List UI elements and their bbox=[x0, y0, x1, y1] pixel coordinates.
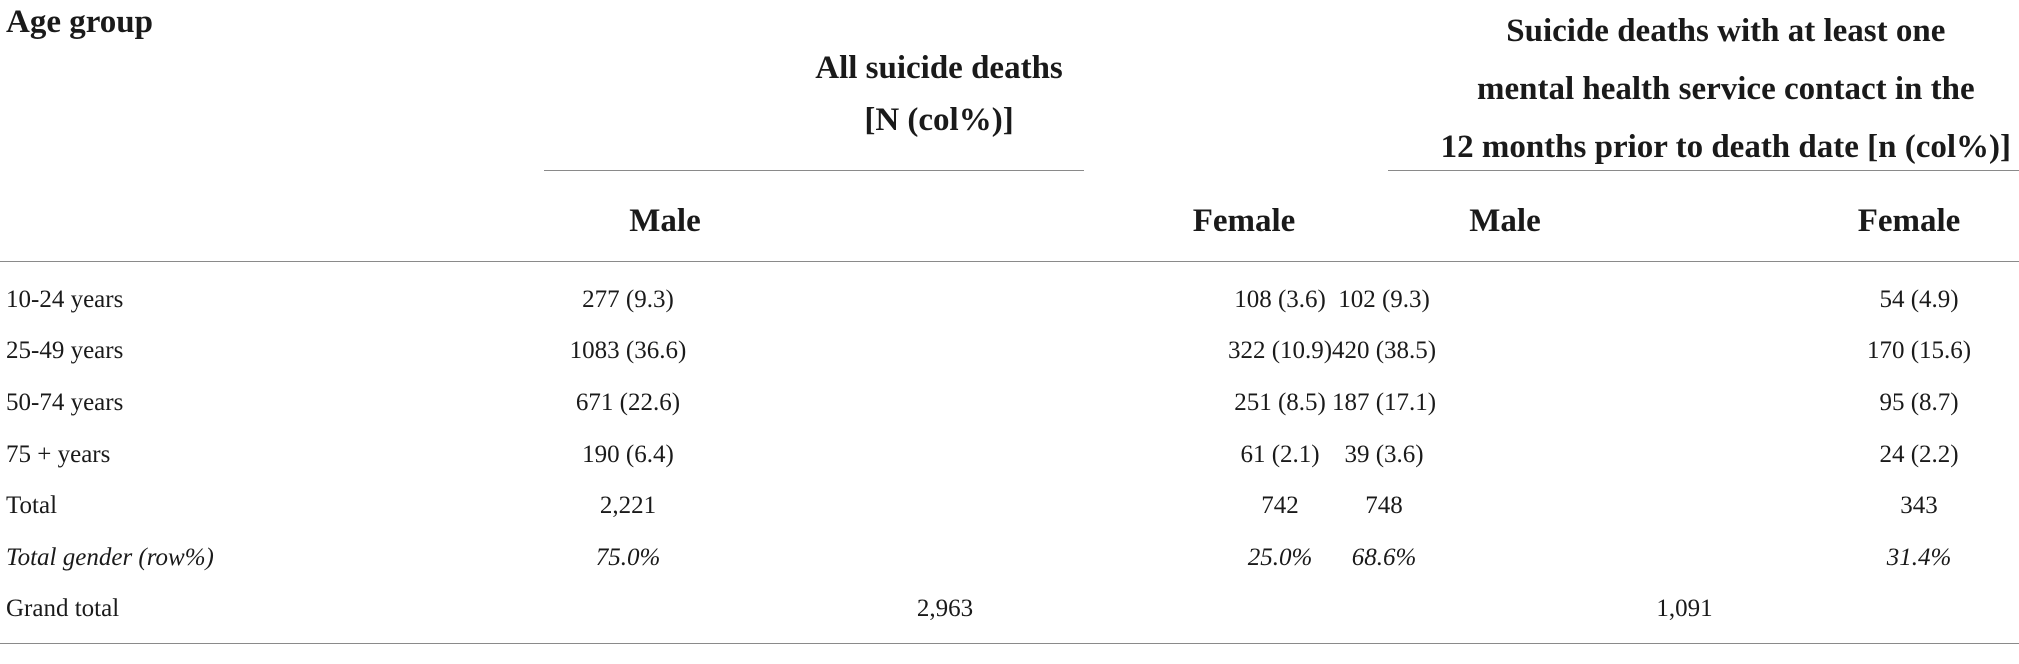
female-header-all-text: Female bbox=[1192, 203, 1296, 239]
cell-value: 277 (9.3) bbox=[582, 285, 674, 313]
cell-male-all: 190 (6.4) bbox=[540, 429, 945, 481]
grand-total-all: 2,963 bbox=[540, 583, 1351, 645]
cell-female-all: 742 bbox=[945, 480, 1350, 532]
cell-male-contact: 68.6% bbox=[1350, 532, 1685, 584]
total-row: Total 2,221 742 748 343 bbox=[0, 480, 2019, 532]
table-row: 10-24 years 277 (9.3) 108 (3.6) 102 (9.3… bbox=[0, 264, 2019, 326]
cell-value: 24 (2.2) bbox=[1879, 440, 1959, 468]
all-suicide-deaths-header: All suicide deaths [N (col%)] bbox=[540, 0, 1350, 179]
cell-value: 251 (8.5) bbox=[1234, 388, 1326, 416]
cell-value: 95 (8.7) bbox=[1879, 388, 1959, 416]
female-header-contact: Female bbox=[1685, 179, 2019, 264]
cell-male-all: 671 (22.6) bbox=[540, 377, 945, 429]
group2-header-line2: mental health service contact in the bbox=[1476, 71, 1975, 107]
cell-female-all: 108 (3.6) bbox=[945, 264, 1350, 326]
cell-male-all: 2,221 bbox=[540, 480, 945, 532]
cell-value: 1083 (36.6) bbox=[569, 337, 687, 365]
cell-female-contact: 24 (2.2) bbox=[1685, 429, 2019, 481]
cell-male-contact: 187 (17.1) bbox=[1332, 377, 1685, 429]
cell-value: 420 (38.5) bbox=[1331, 337, 1437, 365]
cell-value: 61 (2.1) bbox=[1240, 440, 1320, 468]
row-label: 75 + years bbox=[6, 440, 111, 468]
cell-value: 170 (15.6) bbox=[1866, 337, 1972, 365]
group1-header-line2: [N (col%)] bbox=[864, 102, 1014, 138]
grand-total-row: Grand total 2,963 1,091 bbox=[0, 583, 2019, 645]
cell-male-contact: 420 (38.5) bbox=[1332, 326, 1685, 378]
female-header-contact-text: Female bbox=[1857, 203, 1961, 239]
cell-male-contact: 39 (3.6) bbox=[1344, 429, 1685, 481]
cell-male-all: 75.0% bbox=[540, 532, 945, 584]
table-row: 25-49 years 1083 (36.6) 322 (10.9) 420 (… bbox=[0, 326, 2019, 378]
cell-value: 108 (3.6) bbox=[1234, 285, 1326, 313]
male-header-contact: Male bbox=[1350, 179, 1685, 264]
male-header-all-text: Male bbox=[629, 203, 701, 239]
mental-health-contact-header-text: Suicide deaths with at least one mental … bbox=[1441, 2, 2011, 176]
cell-value: 322 (10.9) bbox=[1227, 337, 1333, 365]
group2-header-line3: 12 months prior to death date [n (col%)] bbox=[1440, 129, 2012, 165]
cell-value: 102 (9.3) bbox=[1338, 285, 1430, 313]
group2-header-line1: Suicide deaths with at least one bbox=[1506, 13, 1946, 49]
group1-underline bbox=[544, 170, 1084, 171]
sub-header-blank bbox=[0, 179, 540, 264]
male-header-contact-text: Male bbox=[1469, 203, 1541, 239]
group2-underline bbox=[1388, 170, 2019, 171]
row-label: Total gender (row%) bbox=[6, 543, 214, 571]
gender-header-row: Male Female Male Female bbox=[0, 179, 2019, 264]
row-label: 50-74 years bbox=[6, 388, 124, 416]
cell-value: 68.6% bbox=[1351, 543, 1417, 571]
cell-female-contact: 343 bbox=[1685, 480, 2019, 532]
cell-female-contact: 54 (4.9) bbox=[1685, 264, 2019, 326]
cell-value: 54 (4.9) bbox=[1879, 285, 1959, 313]
group-header-row: Age group All suicide deaths [N (col%)] … bbox=[0, 0, 2019, 179]
row-label: 10-24 years bbox=[6, 285, 124, 313]
cell-value: 343 bbox=[1900, 492, 1938, 520]
cell-female-all: 251 (8.5) bbox=[945, 377, 1350, 429]
group1-header-line1: All suicide deaths bbox=[815, 50, 1063, 86]
cell-value: 25.0% bbox=[1247, 543, 1313, 571]
cell-male-contact: 102 (9.3) bbox=[1338, 264, 1685, 326]
table-row: 50-74 years 671 (22.6) 251 (8.5) 187 (17… bbox=[0, 377, 2019, 429]
cell-female-all: 322 (10.9) bbox=[945, 326, 1350, 378]
cell-value: 190 (6.4) bbox=[582, 440, 674, 468]
female-header-all: Female bbox=[945, 179, 1350, 264]
cell-male-all: 277 (9.3) bbox=[540, 264, 945, 326]
grand-total-contact: 1,091 bbox=[1350, 583, 2019, 645]
age-group-header: Age group bbox=[6, 4, 153, 40]
cell-value: 748 bbox=[1365, 492, 1403, 520]
cell-value: 742 bbox=[1261, 492, 1299, 520]
cell-value: 2,963 bbox=[916, 595, 974, 623]
cell-value: 2,221 bbox=[599, 492, 657, 520]
table-row: 75 + years 190 (6.4) 61 (2.1) 39 (3.6) 2… bbox=[0, 429, 2019, 481]
cell-female-contact: 31.4% bbox=[1685, 532, 2019, 584]
cell-value: 187 (17.1) bbox=[1331, 388, 1437, 416]
row-label: Grand total bbox=[0, 583, 540, 645]
cell-value: 75.0% bbox=[595, 543, 661, 571]
cell-value: 39 (3.6) bbox=[1344, 440, 1424, 468]
header-divider bbox=[0, 261, 2019, 262]
male-header-all: Male bbox=[540, 179, 945, 264]
cell-value: 671 (22.6) bbox=[575, 388, 681, 416]
cell-female-all: 61 (2.1) bbox=[945, 429, 1350, 481]
cell-male-all: 1083 (36.6) bbox=[540, 326, 945, 378]
all-suicide-deaths-header-text: All suicide deaths [N (col%)] bbox=[815, 42, 1063, 146]
cell-female-all: 25.0% bbox=[945, 532, 1350, 584]
row-label: Total bbox=[6, 492, 58, 520]
suicide-deaths-table: Age group All suicide deaths [N (col%)] … bbox=[0, 0, 2019, 645]
cell-value: 1,091 bbox=[1656, 595, 1713, 623]
cell-female-contact: 95 (8.7) bbox=[1685, 377, 2019, 429]
cell-value: 31.4% bbox=[1886, 543, 1952, 571]
row-label: 25-49 years bbox=[6, 337, 124, 365]
cell-female-contact: 170 (15.6) bbox=[1685, 326, 2019, 378]
total-gender-row: Total gender (row%) 75.0% 25.0% 68.6% 31… bbox=[0, 532, 2019, 584]
cell-male-contact: 748 bbox=[1350, 480, 1685, 532]
mental-health-contact-header: Suicide deaths with at least one mental … bbox=[1350, 0, 2019, 179]
